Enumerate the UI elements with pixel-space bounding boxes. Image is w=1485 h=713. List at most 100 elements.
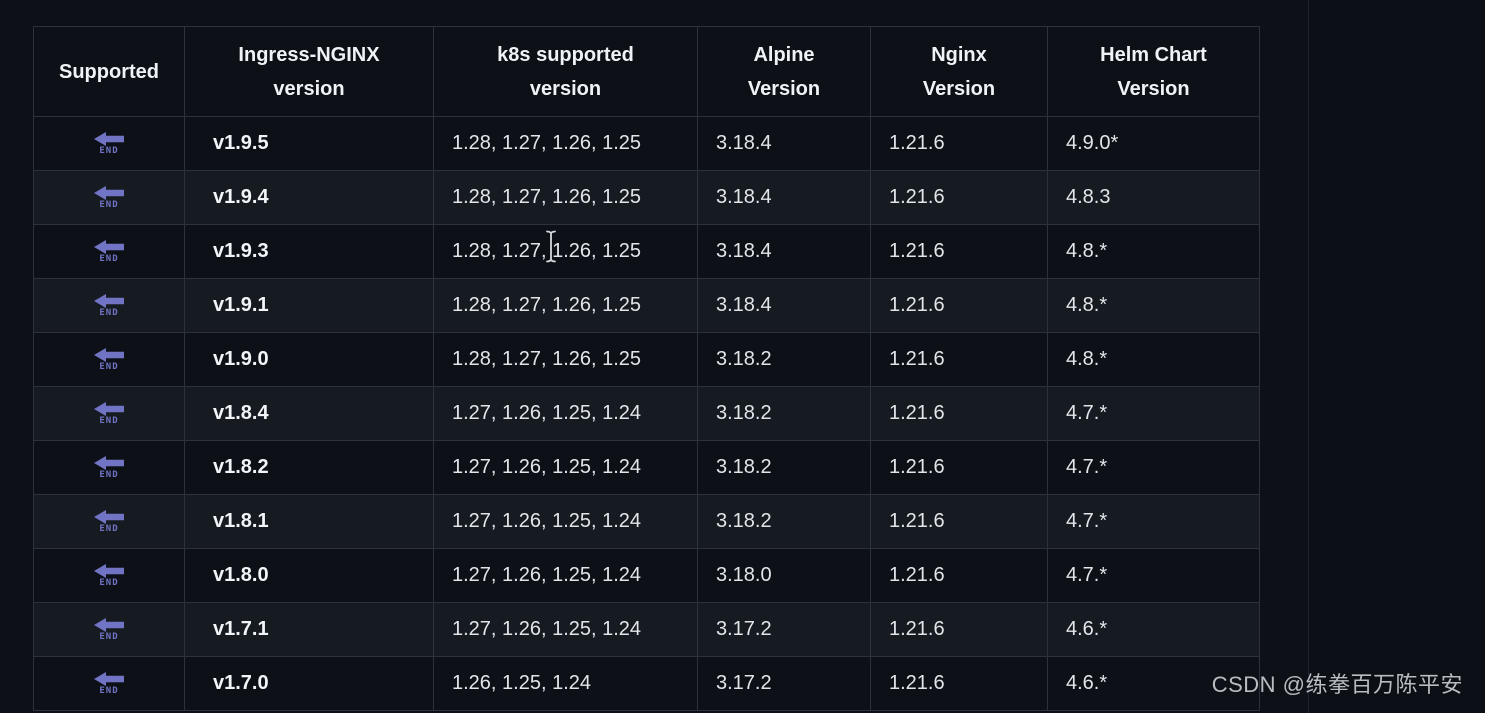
cell-nginx-version: 1.21.6 (870, 116, 1048, 171)
column-header-alpine-version: Alpine Version (697, 26, 871, 117)
cell-helm-chart-version: 4.7.* (1047, 386, 1260, 441)
cell-supported: END (33, 386, 185, 441)
table-header: Supported Ingress-NGINX version k8s suppo… (33, 26, 1260, 117)
cell-supported: END (33, 116, 185, 171)
cell-ingress-nginx-version: v1.8.0 (184, 548, 434, 603)
end-arrow-icon: END (94, 563, 124, 588)
table-row: END v1.7.0 1.26, 1.25, 1.24 3.17.2 1.21.6 4.… (33, 656, 1260, 711)
table-row: END v1.8.0 1.27, 1.26, 1.25, 1.24 3.18.0 1.… (33, 548, 1260, 603)
column-header-ingress-nginx-version: Ingress-NGINX version (184, 26, 434, 117)
table-row: END v1.9.4 1.28, 1.27, 1.26, 1.25 3.18.4 1.… (33, 170, 1260, 225)
table-row: END v1.9.5 1.28, 1.27, 1.26, 1.25 3.18.4 1.… (33, 116, 1260, 171)
cell-helm-chart-version: 4.7.* (1047, 440, 1260, 495)
cell-helm-chart-version: 4.6.* (1047, 602, 1260, 657)
cell-ingress-nginx-version: v1.8.1 (184, 494, 434, 549)
cell-nginx-version: 1.21.6 (870, 386, 1048, 441)
cell-supported: END (33, 278, 185, 333)
cell-helm-chart-version: 4.7.* (1047, 548, 1260, 603)
cell-ingress-nginx-version: v1.9.1 (184, 278, 434, 333)
end-arrow-icon: END (94, 293, 124, 318)
cell-nginx-version: 1.21.6 (870, 224, 1048, 279)
cell-k8s-supported-version: 1.28, 1.27, 1.26, 1.25 (433, 116, 698, 171)
cell-ingress-nginx-version: v1.7.0 (184, 656, 434, 711)
cell-alpine-version: 3.18.0 (697, 548, 871, 603)
header-row: Supported Ingress-NGINX version k8s suppo… (33, 26, 1260, 117)
cell-k8s-supported-version: 1.28, 1.27, 1.26, 1.25 (433, 170, 698, 225)
cell-helm-chart-version: 4.9.0* (1047, 116, 1260, 171)
cell-alpine-version: 3.18.2 (697, 494, 871, 549)
column-header-k8s-supported-version: k8s supported version (433, 26, 698, 117)
header-label: Supported (59, 60, 159, 83)
table-row: END v1.7.1 1.27, 1.26, 1.25, 1.24 3.17.2 1.… (33, 602, 1260, 657)
cell-supported: END (33, 494, 185, 549)
cell-helm-chart-version: 4.7.* (1047, 494, 1260, 549)
column-header-supported: Supported (33, 26, 185, 117)
cell-k8s-supported-version: 1.27, 1.26, 1.25, 1.24 (433, 548, 698, 603)
cell-k8s-supported-version: 1.28, 1.27, 1.26, 1.25 (433, 224, 698, 279)
cell-k8s-supported-version: 1.27, 1.26, 1.25, 1.24 (433, 602, 698, 657)
csdn-watermark: CSDN @练拳百万陈平安 (1211, 672, 1463, 697)
header-label: Helm Chart (1100, 43, 1207, 66)
cell-helm-chart-version: 4.6.* (1047, 656, 1260, 711)
cell-ingress-nginx-version: v1.8.4 (184, 386, 434, 441)
cell-alpine-version: 3.18.4 (697, 170, 871, 225)
cell-nginx-version: 1.21.6 (870, 548, 1048, 603)
cell-nginx-version: 1.21.6 (870, 602, 1048, 657)
cell-nginx-version: 1.21.6 (870, 440, 1048, 495)
cell-helm-chart-version: 4.8.* (1047, 332, 1260, 387)
cell-ingress-nginx-version: v1.9.4 (184, 170, 434, 225)
cell-ingress-nginx-version: v1.9.5 (184, 116, 434, 171)
end-arrow-label: END (99, 415, 119, 426)
end-arrow-label: END (99, 685, 119, 696)
cell-k8s-supported-version: 1.28, 1.27, 1.26, 1.25 (433, 278, 698, 333)
header-label: k8s supported (497, 43, 634, 66)
table-row: END v1.8.1 1.27, 1.26, 1.25, 1.24 3.18.2 1.… (33, 494, 1260, 549)
end-arrow-label: END (99, 523, 119, 534)
cell-alpine-version: 3.17.2 (697, 656, 871, 711)
cell-supported: END (33, 602, 185, 657)
end-arrow-label: END (99, 361, 119, 372)
end-arrow-icon: END (94, 455, 124, 480)
cell-k8s-supported-version: 1.28, 1.27, 1.26, 1.25 (433, 332, 698, 387)
cell-ingress-nginx-version: v1.8.2 (184, 440, 434, 495)
table-row: END v1.8.4 1.27, 1.26, 1.25, 1.24 3.18.2 1.… (33, 386, 1260, 441)
column-header-helm-chart-version: Helm Chart Version (1047, 26, 1260, 117)
table-row: END v1.9.0 1.28, 1.27, 1.26, 1.25 3.18.2 1.… (33, 332, 1260, 387)
header-label: Nginx (931, 43, 987, 66)
end-arrow-label: END (99, 577, 119, 588)
cell-alpine-version: 3.18.2 (697, 440, 871, 495)
cell-supported: END (33, 224, 185, 279)
end-arrow-icon: END (94, 671, 124, 696)
cell-nginx-version: 1.21.6 (870, 494, 1048, 549)
end-arrow-icon: END (94, 401, 124, 426)
end-arrow-icon: END (94, 239, 124, 264)
end-arrow-label: END (99, 469, 119, 480)
end-arrow-label: END (99, 307, 119, 318)
cell-nginx-version: 1.21.6 (870, 656, 1048, 711)
cell-supported: END (33, 170, 185, 225)
end-arrow-icon: END (94, 617, 124, 642)
header-label: Alpine (753, 43, 815, 66)
cell-helm-chart-version: 4.8.* (1047, 224, 1260, 279)
end-arrow-icon: END (94, 185, 124, 210)
cell-helm-chart-version: 4.8.3 (1047, 170, 1260, 225)
cell-k8s-supported-version: 1.27, 1.26, 1.25, 1.24 (433, 440, 698, 495)
end-arrow-label: END (99, 145, 119, 156)
cell-alpine-version: 3.18.4 (697, 224, 871, 279)
cell-alpine-version: 3.18.4 (697, 278, 871, 333)
end-arrow-icon: END (94, 131, 124, 156)
end-arrow-label: END (99, 631, 119, 642)
cell-nginx-version: 1.21.6 (870, 278, 1048, 333)
end-arrow-icon: END (94, 509, 124, 534)
cell-supported: END (33, 332, 185, 387)
cell-supported: END (33, 656, 185, 711)
cell-k8s-supported-version: 1.27, 1.26, 1.25, 1.24 (433, 494, 698, 549)
column-header-nginx-version: Nginx Version (870, 26, 1048, 117)
cell-ingress-nginx-version: v1.7.1 (184, 602, 434, 657)
table-row: END v1.9.3 1.28, 1.27, 1.26, 1.25 3.18.4 1.… (33, 224, 1260, 279)
cell-ingress-nginx-version: v1.9.0 (184, 332, 434, 387)
cell-alpine-version: 3.17.2 (697, 602, 871, 657)
end-arrow-icon: END (94, 347, 124, 372)
cell-alpine-version: 3.18.4 (697, 116, 871, 171)
cell-alpine-version: 3.18.2 (697, 332, 871, 387)
